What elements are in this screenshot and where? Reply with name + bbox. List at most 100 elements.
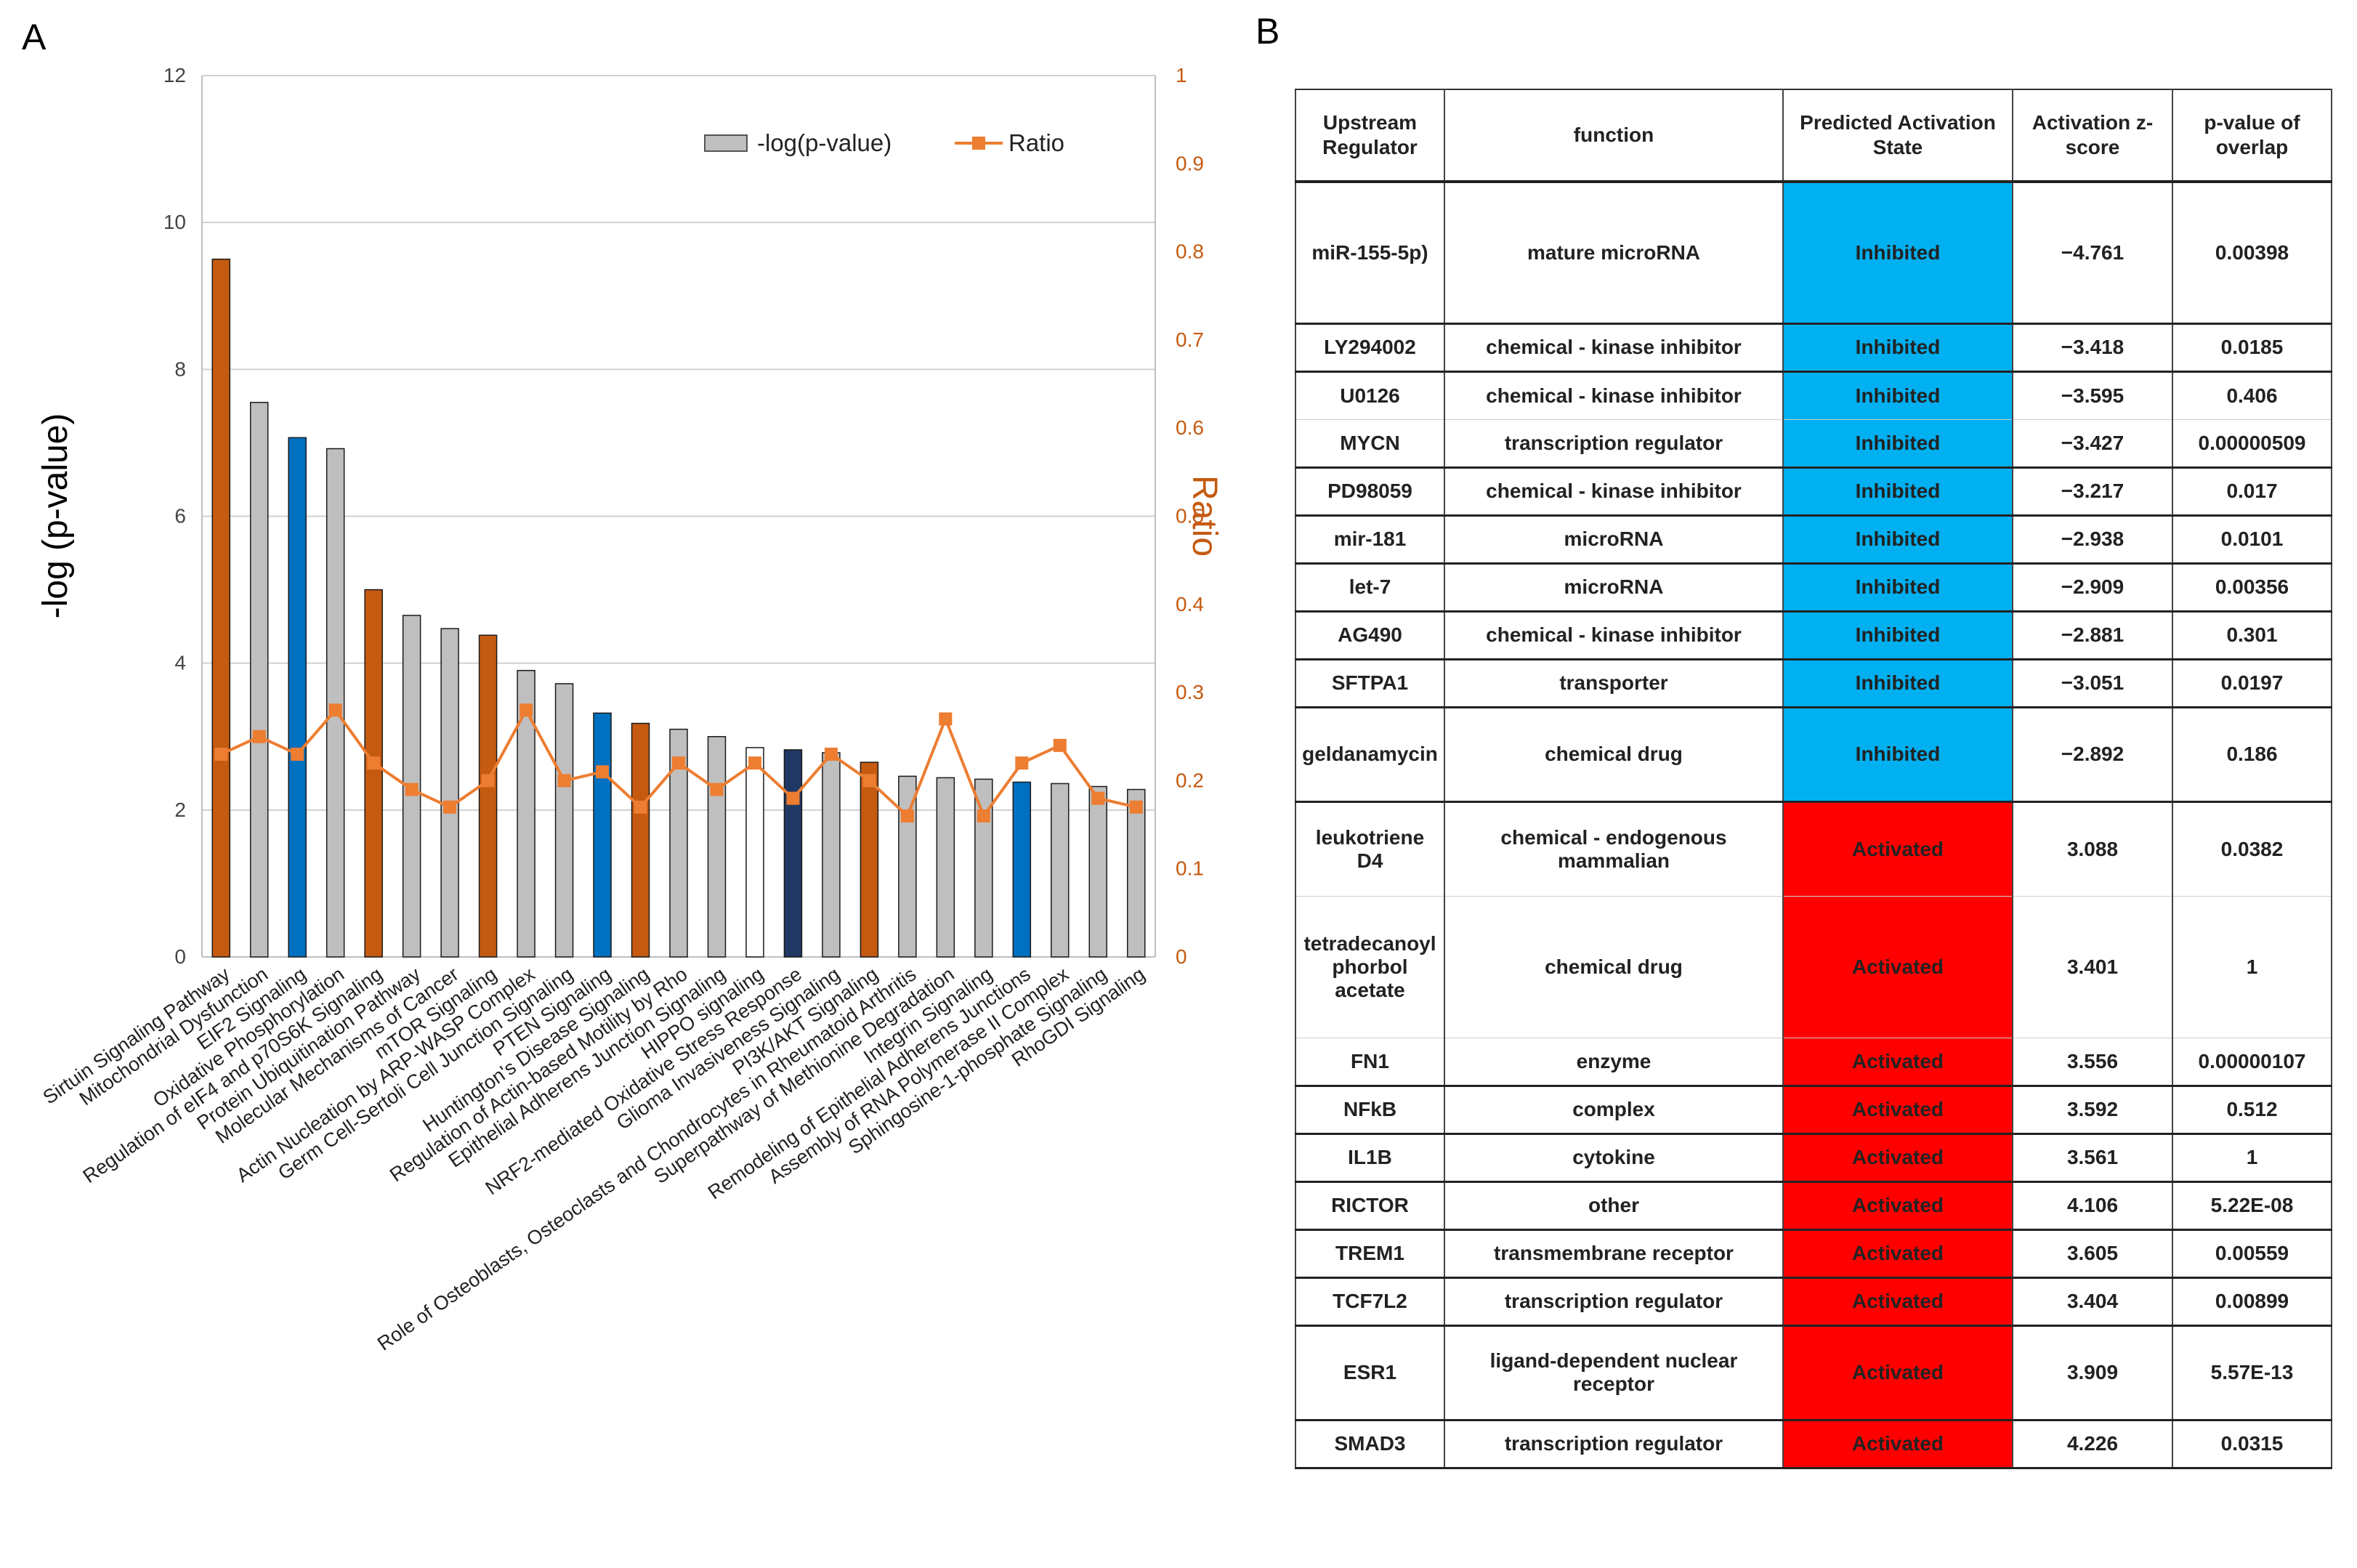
cell-function: microRNA — [1444, 515, 1784, 565]
table-row: FN1 enzyme Activated 3.556 0.00000107 — [1295, 1038, 2332, 1087]
cell-regulator: ESR1 — [1295, 1325, 1445, 1421]
y-tick-label: 2 — [174, 799, 186, 821]
cell-pvalue: 1 — [2172, 1133, 2332, 1183]
ratio-marker — [786, 791, 800, 805]
cell-regulator: SFTPA1 — [1295, 659, 1445, 708]
legend-line-label: Ratio — [1008, 129, 1064, 156]
cell-zscore: 4.106 — [2012, 1181, 2173, 1231]
table-row: let-7 microRNA Inhibited −2.909 0.00356 — [1295, 563, 2332, 613]
cell-activation-state: Activated — [1782, 1229, 2013, 1279]
cell-function: complex — [1444, 1086, 1784, 1135]
bar — [822, 752, 841, 958]
table-row: NFkB complex Activated 3.592 0.512 — [1295, 1086, 2332, 1135]
bar — [1051, 783, 1070, 958]
cell-zscore: −3.427 — [2012, 419, 2173, 469]
table-row: miR-155-5p) mature microRNA Inhibited −4.76… — [1295, 182, 2332, 325]
y2-tick-label: 1 — [1176, 64, 1187, 86]
ratio-marker — [557, 774, 571, 788]
cell-pvalue: 0.00899 — [2172, 1277, 2332, 1327]
cell-zscore: −3.051 — [2012, 659, 2173, 708]
cell-zscore: 3.556 — [2012, 1038, 2173, 1087]
ratio-marker — [481, 774, 495, 788]
cell-activation-state: Inhibited — [1782, 182, 2013, 325]
cell-pvalue: 0.0185 — [2172, 323, 2332, 373]
bar — [860, 761, 879, 958]
bar — [783, 749, 803, 958]
cell-pvalue: 0.0101 — [2172, 515, 2332, 565]
table-row: SFTPA1 transporter Inhibited −3.051 0.0197 — [1295, 659, 2332, 708]
cell-zscore: 4.226 — [2012, 1420, 2173, 1469]
cell-regulator: FN1 — [1295, 1038, 1445, 1087]
table-row: ESR1 ligand-dependent nuclear receptor Act… — [1295, 1325, 2332, 1421]
cell-activation-state: Inhibited — [1782, 707, 2013, 803]
cell-regulator: geldanamycin — [1295, 707, 1445, 803]
bar — [1088, 785, 1108, 958]
cell-pvalue: 0.406 — [2172, 371, 2332, 420]
table-body: miR-155-5p) mature microRNA Inhibited −4.76… — [1295, 182, 2332, 1469]
header-upstream-regulator: Upstream Regulator — [1295, 89, 1445, 183]
cell-activation-state: Activated — [1782, 801, 2013, 897]
cell-pvalue: 0.00000107 — [2172, 1038, 2332, 1087]
ratio-marker — [672, 756, 685, 770]
cell-regulator: let-7 — [1295, 563, 1445, 613]
cell-activation-state: Activated — [1782, 896, 2013, 1038]
cell-function: other — [1444, 1181, 1784, 1231]
bar — [478, 634, 498, 958]
cell-pvalue: 0.0315 — [2172, 1420, 2332, 1469]
cell-zscore: −3.418 — [2012, 323, 2173, 373]
cell-function: microRNA — [1444, 563, 1784, 613]
cell-regulator: SMAD3 — [1295, 1420, 1445, 1469]
y-tick-label: 10 — [163, 211, 186, 233]
bar — [631, 722, 650, 958]
pathway-bar-chart: 0 2 4 6 8 10 12 0 0.1 0.2 0.3 0.4 0.5 0.6 0.7 0.8 0.9 1 -l… — [36, 64, 1224, 1355]
cell-zscore: −3.595 — [2012, 371, 2173, 420]
table-row: MYCN transcription regulator Inhibited −3.4… — [1295, 419, 2332, 469]
y-tick-label: 6 — [174, 505, 186, 528]
cell-regulator: PD98059 — [1295, 467, 1445, 517]
y-axis-title: -log (p-value) — [36, 413, 75, 619]
bar — [707, 736, 727, 958]
cell-activation-state: Inhibited — [1782, 371, 2013, 420]
cell-pvalue: 0.186 — [2172, 707, 2332, 803]
y-tick-label: 8 — [174, 357, 186, 380]
cell-function: mature microRNA — [1444, 182, 1784, 325]
cell-function: chemical - endogenous mammalian — [1444, 801, 1784, 897]
ratio-marker — [1129, 800, 1143, 814]
cell-function: chemical - kinase inhibitor — [1444, 323, 1784, 373]
cell-regulator: IL1B — [1295, 1133, 1445, 1183]
cell-function: chemical - kinase inhibitor — [1444, 371, 1784, 420]
cell-activation-state: Inhibited — [1782, 611, 2013, 660]
cell-activation-state: Activated — [1782, 1038, 2013, 1087]
cell-pvalue: 0.0382 — [2172, 801, 2332, 897]
cell-zscore: −2.938 — [2012, 515, 2173, 565]
cell-zscore: −2.909 — [2012, 563, 2173, 613]
cell-activation-state: Inhibited — [1782, 563, 2013, 613]
ratio-marker — [748, 756, 761, 770]
bar — [288, 437, 307, 958]
table-row: PD98059 chemical - kinase inhibitor Inhibi… — [1295, 467, 2332, 517]
cell-function: ligand-dependent nuclear receptor — [1444, 1325, 1784, 1421]
y-tick-label: 4 — [174, 652, 186, 674]
table-row: tetradecanoyl phorbol acetate chemical dr… — [1295, 896, 2332, 1038]
table-row: TREM1 transmembrane receptor Activated 3.60… — [1295, 1229, 2332, 1279]
table-row: SMAD3 transcription regulator Activated 4.2… — [1295, 1420, 2332, 1469]
table-row: RICTOR other Activated 4.106 5.22E-08 — [1295, 1181, 2332, 1231]
cell-zscore: 3.088 — [2012, 801, 2173, 897]
cell-regulator: RICTOR — [1295, 1181, 1445, 1231]
y2-tick-label: 0.3 — [1176, 681, 1204, 703]
bar — [440, 628, 459, 958]
cell-pvalue: 0.00398 — [2172, 182, 2332, 325]
cell-zscore: −4.761 — [2012, 182, 2173, 325]
header-activation-state: Predicted Activation State — [1782, 89, 2013, 183]
bar — [554, 683, 574, 958]
cell-function: transcription regulator — [1444, 419, 1784, 469]
cell-zscore: −3.217 — [2012, 467, 2173, 517]
ratio-marker — [405, 783, 419, 796]
header-function: function — [1444, 89, 1784, 183]
cell-regulator: U0126 — [1295, 371, 1445, 420]
cell-function: transcription regulator — [1444, 1420, 1784, 1469]
bar — [326, 448, 345, 958]
table-row: U0126 chemical - kinase inhibitor Inhibite… — [1295, 371, 2332, 420]
cell-activation-state: Activated — [1782, 1086, 2013, 1135]
bar — [1127, 788, 1146, 958]
